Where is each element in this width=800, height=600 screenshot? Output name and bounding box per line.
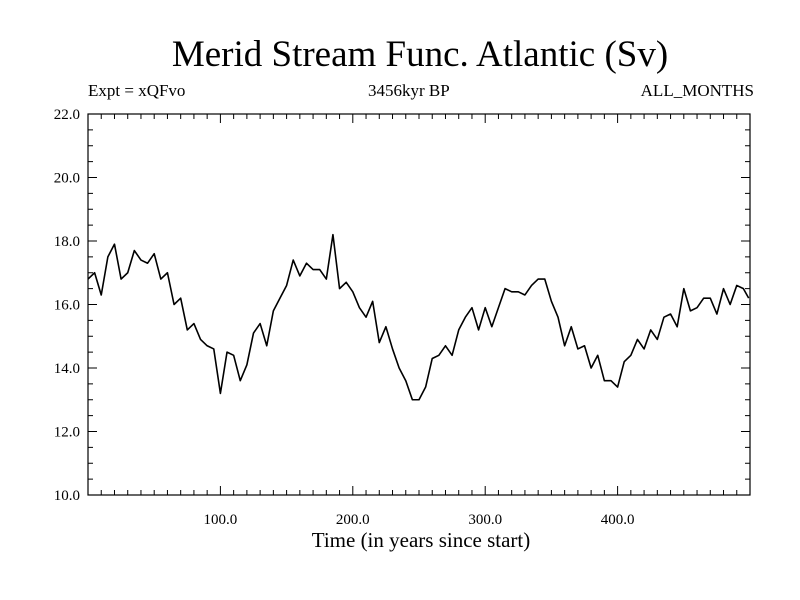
y-tick-label: 20.0 xyxy=(54,171,80,187)
months-label: ALL_MONTHS xyxy=(640,81,754,100)
y-tick-label: 18.0 xyxy=(54,234,80,250)
y-tick-label: 16.0 xyxy=(54,298,80,314)
axis-ticks xyxy=(88,114,750,495)
x-axis-label: Time (in years since start) xyxy=(312,528,531,552)
time-period-label: 3456kyr BP xyxy=(368,81,450,100)
chart-title: Merid Stream Func. Atlantic (Sv) xyxy=(171,34,669,75)
y-tick-labels: 10.0 12.0 14.0 16.0 18.0 20.0 22.0 xyxy=(54,107,80,504)
x-tick-label: 400.0 xyxy=(601,512,635,528)
y-tick-label: 14.0 xyxy=(54,361,80,377)
y-tick-label: 12.0 xyxy=(54,425,80,441)
plot-frame xyxy=(87,113,751,496)
series-line xyxy=(87,233,750,401)
y-tick-label: 22.0 xyxy=(54,107,80,123)
x-tick-label: 300.0 xyxy=(468,512,502,528)
x-tick-labels: 100.0 200.0 300.0 400.0 xyxy=(204,512,635,528)
y-tick-label: 10.0 xyxy=(54,488,80,504)
experiment-label: Expt = xQFvo xyxy=(88,81,186,100)
x-tick-label: 200.0 xyxy=(336,512,370,528)
x-tick-label: 100.0 xyxy=(204,512,238,528)
